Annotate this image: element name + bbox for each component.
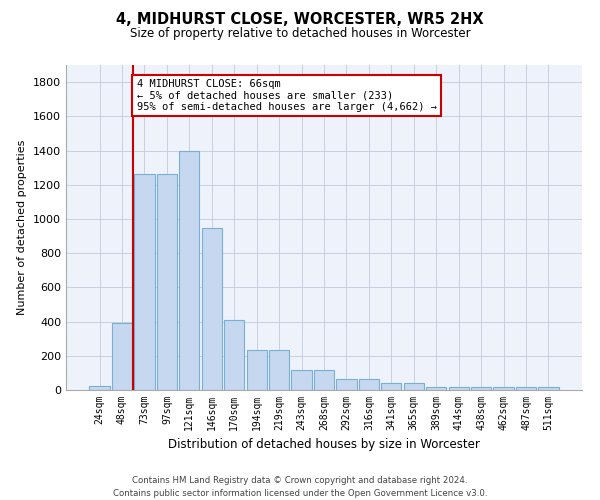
Text: Size of property relative to detached houses in Worcester: Size of property relative to detached ho… [130,28,470,40]
Text: 4, MIDHURST CLOSE, WORCESTER, WR5 2HX: 4, MIDHURST CLOSE, WORCESTER, WR5 2HX [116,12,484,28]
Y-axis label: Number of detached properties: Number of detached properties [17,140,28,315]
Text: Contains HM Land Registry data © Crown copyright and database right 2024.
Contai: Contains HM Land Registry data © Crown c… [113,476,487,498]
Bar [337,379,356,390]
Bar [404,383,424,390]
Bar [471,388,491,390]
Bar [426,386,446,390]
Text: 4 MIDHURST CLOSE: 66sqm
← 5% of detached houses are smaller (233)
95% of semi-de: 4 MIDHURST CLOSE: 66sqm ← 5% of detached… [137,78,437,112]
Bar [516,388,536,390]
Bar [247,350,267,390]
Bar [359,379,379,390]
Bar [381,383,401,390]
Bar [157,174,177,390]
Bar [89,386,110,390]
Bar [202,228,222,390]
Bar [493,388,514,390]
Bar [134,174,155,390]
Bar [314,370,334,390]
Bar [449,386,469,390]
Bar [269,350,289,390]
Bar [112,324,132,390]
Bar [292,370,311,390]
Bar [538,388,559,390]
Bar [224,320,244,390]
Bar [179,150,199,390]
X-axis label: Distribution of detached houses by size in Worcester: Distribution of detached houses by size … [168,438,480,452]
